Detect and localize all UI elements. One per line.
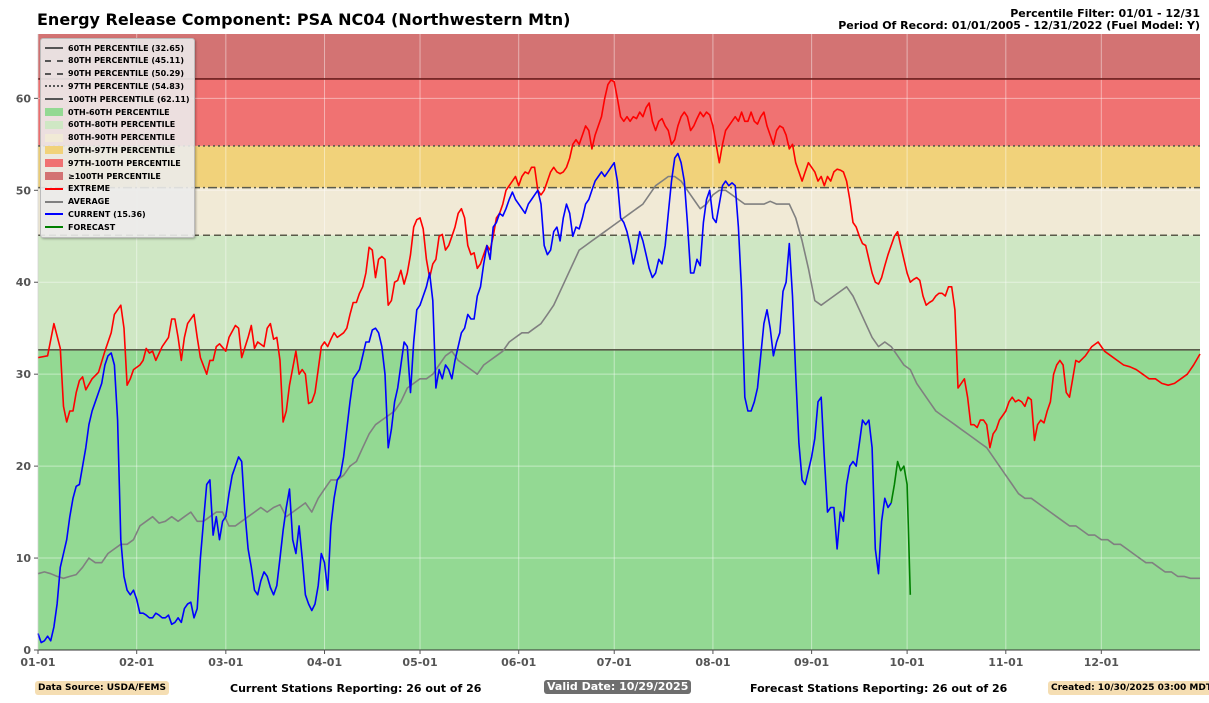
legend-swatch	[45, 223, 63, 231]
chart-axes	[37, 34, 1200, 651]
legend-swatch	[45, 70, 63, 78]
axis-ticks: 0 10 20 30 40 50 60 01-01 02-01 03-01 04-01 05-01 06…	[16, 92, 1119, 669]
legend-item: 90TH PERCENTILE (50.29)	[45, 68, 184, 80]
band-1	[38, 235, 1200, 350]
legend-swatch	[45, 82, 63, 90]
band-5	[38, 34, 1200, 79]
legend-item: ≥100TH PERCENTILE	[45, 170, 161, 182]
data-series	[37, 79, 1201, 644]
data-source-badge: Data Source: USDA/FEMS	[35, 681, 169, 695]
y-tick-label-0: 0	[23, 644, 31, 657]
legend-label: CURRENT (15.36)	[68, 209, 146, 219]
x-tick-label-9: 10-01	[890, 656, 925, 669]
x-tick-label-6: 07-01	[597, 656, 632, 669]
band-3	[38, 145, 1200, 188]
x-tick-label-3: 04-01	[307, 656, 342, 669]
legend-swatch	[45, 108, 63, 116]
footer: Data Source: USDA/FEMS Current Stations …	[0, 680, 1209, 696]
legend-swatch	[45, 120, 63, 129]
legend-label: FORECAST	[68, 222, 116, 232]
legend-swatch	[45, 198, 63, 206]
x-tick-label-10: 11-01	[988, 656, 1023, 669]
x-tick-label-2: 03-01	[208, 656, 243, 669]
legend-item: 60TH-80TH PERCENTILE	[45, 119, 175, 131]
legend-item: 100TH PERCENTILE (62.11)	[45, 93, 190, 105]
legend-swatch	[45, 159, 63, 168]
x-tick-label-11: 12-01	[1084, 656, 1119, 669]
legend-item: 60TH PERCENTILE (32.65)	[45, 42, 184, 54]
legend-label: 80TH-90TH PERCENTILE	[68, 133, 176, 143]
legend-label: ≥100TH PERCENTILE	[68, 171, 161, 181]
legend-item: 0TH-60TH PERCENTILE	[45, 106, 170, 118]
y-tick-label-5: 50	[16, 184, 32, 197]
band-4	[38, 78, 1200, 146]
legend-item: CURRENT (15.36)	[45, 208, 146, 220]
legend-item: EXTREME	[45, 183, 110, 195]
legend-item: 80TH PERCENTILE (45.11)	[45, 55, 184, 67]
legend-item: 90TH-97TH PERCENTILE	[45, 144, 175, 156]
legend-item: 97TH-100TH PERCENTILE	[45, 157, 181, 169]
period-of-record: Period Of Record: 01/01/2005 - 12/31/202…	[838, 19, 1200, 32]
x-tick-label-8: 09-01	[794, 656, 829, 669]
legend-swatch	[45, 95, 63, 103]
legend-swatch	[45, 185, 63, 193]
legend-label: 0TH-60TH PERCENTILE	[68, 107, 170, 117]
legend-item: 97TH PERCENTILE (54.83)	[45, 80, 184, 92]
y-tick-label-4: 40	[16, 276, 32, 289]
legend-label: EXTREME	[68, 184, 111, 194]
created-badge: Created: 10/30/2025 03:00 MDT	[1048, 681, 1209, 695]
header-info: Percentile Filter: 01/01 - 12/31 Period …	[838, 8, 1200, 32]
percentile-bands	[38, 34, 1200, 650]
series-line-2	[37, 152, 892, 644]
legend-item: 80TH-90TH PERCENTILE	[45, 132, 175, 144]
x-tick-label-0: 01-01	[20, 656, 55, 669]
series-line-0	[37, 79, 1201, 449]
y-tick-label-3: 30	[16, 368, 32, 381]
legend-item: FORECAST	[45, 221, 115, 233]
y-tick-label-6: 60	[16, 92, 32, 105]
x-tick-label-4: 05-01	[402, 656, 437, 669]
x-tick-label-1: 02-01	[119, 656, 154, 669]
legend-swatch	[45, 133, 63, 142]
x-tick-label-7: 08-01	[695, 656, 730, 669]
chart-legend: 60TH PERCENTILE (32.65) 80TH PERCENTILE (…	[40, 38, 195, 238]
band-0	[38, 349, 1200, 650]
legend-swatch	[45, 146, 63, 155]
series-line-3	[890, 460, 912, 595]
y-tick-label-1: 10	[16, 552, 32, 565]
legend-label: 100TH PERCENTILE (62.11)	[68, 94, 190, 104]
valid-date-badge: Valid Date: 10/29/2025	[544, 680, 692, 694]
legend-swatch	[45, 44, 63, 52]
legend-swatch	[45, 57, 63, 65]
current-stations: Current Stations Reporting: 26 out of 26	[230, 682, 482, 695]
legend-label: 90TH PERCENTILE (50.29)	[68, 69, 184, 79]
chart-title: Energy Release Component: PSA NC04 (Nort…	[37, 10, 571, 29]
legend-swatch	[45, 210, 63, 218]
series-line-1	[37, 175, 1200, 580]
legend-label: 90TH-97TH PERCENTILE	[68, 145, 176, 155]
legend-item: AVERAGE	[45, 196, 110, 208]
legend-label: 97TH-100TH PERCENTILE	[68, 158, 181, 168]
legend-swatch	[45, 172, 63, 180]
legend-label: AVERAGE	[68, 197, 110, 207]
legend-label: 80TH PERCENTILE (45.11)	[68, 56, 184, 66]
y-tick-label-2: 20	[16, 460, 32, 473]
legend-label: 60TH PERCENTILE (32.65)	[68, 43, 184, 53]
x-tick-label-5: 06-01	[501, 656, 536, 669]
percentile-filter: Percentile Filter: 01/01 - 12/31	[1010, 7, 1200, 20]
percentile-lines	[38, 78, 1200, 351]
forecast-stations: Forecast Stations Reporting: 26 out of 2…	[750, 682, 1008, 695]
legend-label: 97TH PERCENTILE (54.83)	[68, 81, 184, 91]
legend-label: 60TH-80TH PERCENTILE	[68, 120, 176, 130]
